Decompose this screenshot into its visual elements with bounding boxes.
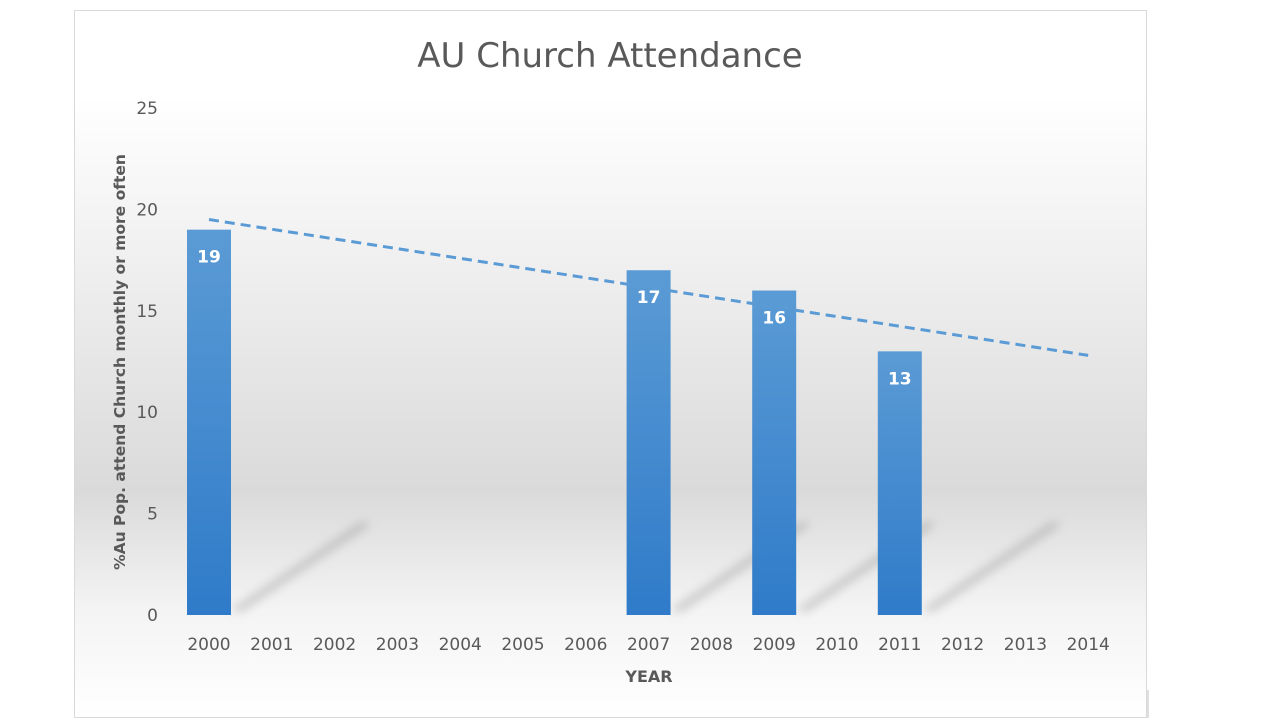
data-label: 13 xyxy=(888,369,912,389)
bar xyxy=(187,229,231,615)
chart-title: AU Church Attendance xyxy=(417,36,802,76)
bar xyxy=(626,270,671,615)
x-tick-label: 2012 xyxy=(941,635,984,655)
data-label: 17 xyxy=(637,288,661,308)
y-tick-label: 0 xyxy=(147,606,158,626)
bar xyxy=(877,351,922,615)
x-tick-label: 2001 xyxy=(250,635,293,655)
chart-area xyxy=(74,10,1147,718)
trendline xyxy=(208,218,1089,357)
x-tick-label: 2009 xyxy=(753,635,796,655)
y-tick-label: 15 xyxy=(136,302,158,322)
bar-shadow xyxy=(921,523,1062,611)
y-tick-label: 5 xyxy=(147,505,158,525)
x-tick-label: 2005 xyxy=(501,635,544,655)
y-tick-label: 20 xyxy=(136,200,158,220)
y-axis-label: %Au Pop. attend Church monthly or more o… xyxy=(111,154,129,570)
x-tick-label: 2008 xyxy=(690,635,733,655)
x-tick-label: 2013 xyxy=(1004,635,1047,655)
bar xyxy=(752,290,797,615)
x-tick-label: 2002 xyxy=(313,635,356,655)
x-axis-label: YEAR xyxy=(624,667,672,686)
x-tick-label: 2014 xyxy=(1067,635,1110,655)
y-tick-label: 25 xyxy=(136,99,158,119)
x-tick-label: 2003 xyxy=(376,635,419,655)
x-tick-label: 2000 xyxy=(187,635,230,655)
y-tick-label: 10 xyxy=(136,403,158,423)
bar-shadow xyxy=(231,523,371,611)
data-label: 19 xyxy=(197,248,221,268)
x-tick-label: 2011 xyxy=(878,635,921,655)
x-tick-label: 2010 xyxy=(815,635,858,655)
x-tick-label: 2007 xyxy=(627,635,670,655)
data-label: 16 xyxy=(762,309,786,329)
x-tick-label: 2006 xyxy=(564,635,607,655)
x-tick-label: 2004 xyxy=(439,635,482,655)
